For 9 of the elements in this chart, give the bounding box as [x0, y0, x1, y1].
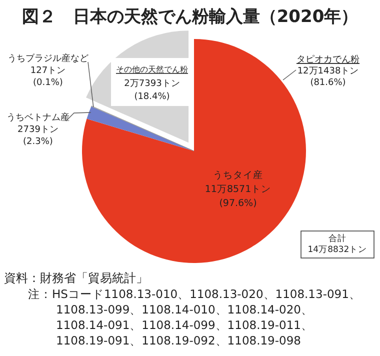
annotation: (0.1%) — [33, 78, 63, 88]
annotation: 注：HSコード1108.13-010、1108.13-020、1108.13-091、 1108.13-099、1108.14-010、1108.14-020、 1108.14-091、1108.14-099、1108.19-011、 1108.19-091、1108.19-092、1108.19-098 — [28, 287, 361, 348]
annotation: タピオカでん粉 12万1438トン (81.6%) — [296, 55, 360, 88]
annotation: 合計 14万8832トン — [308, 234, 368, 255]
annotation: 資料：財務省「貿易統計」 — [4, 271, 148, 285]
annotation: (18.4%) — [134, 92, 170, 102]
annotation: (2.3%) — [23, 137, 53, 147]
annotation: (97.6%) — [219, 198, 257, 209]
title: 図２ 日本の天然でん粉輸入量（2020年） — [22, 7, 358, 27]
